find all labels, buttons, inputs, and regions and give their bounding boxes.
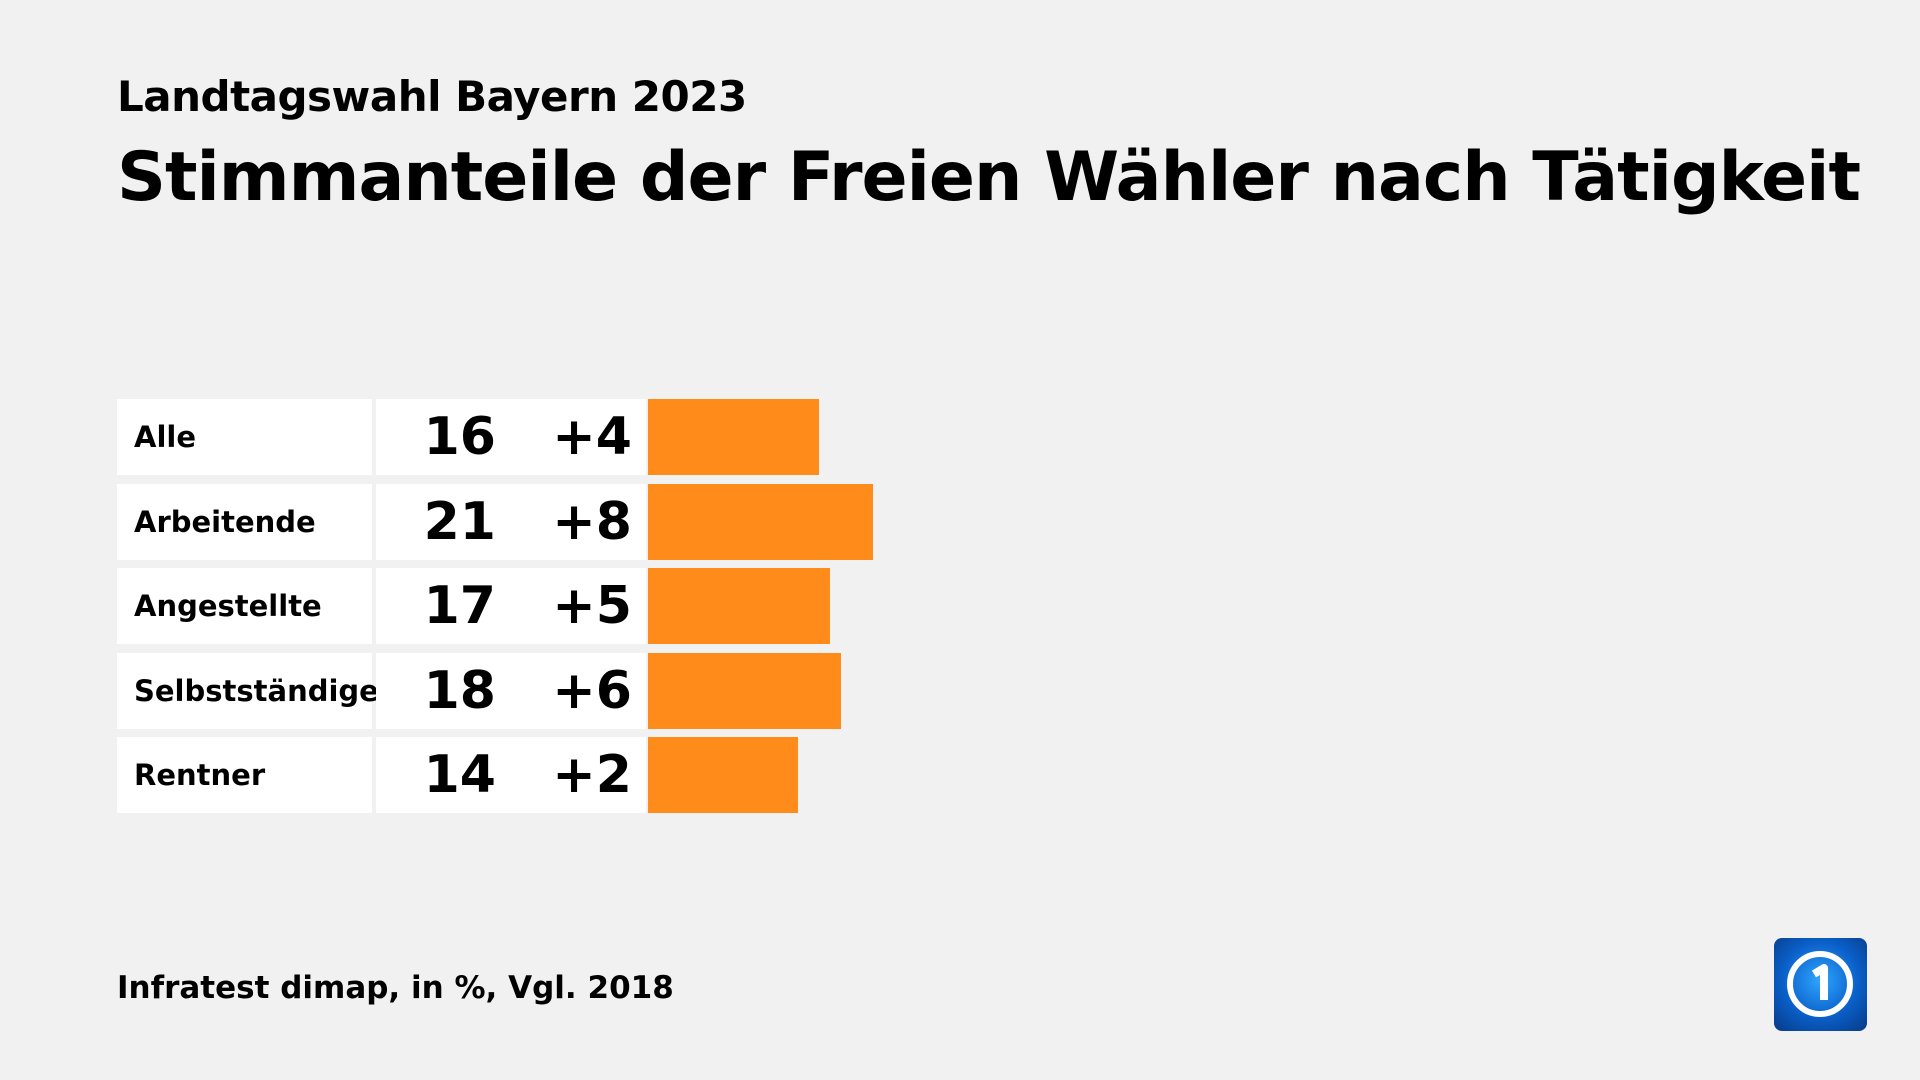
source-note: Infratest dimap, in %, Vgl. 2018 xyxy=(117,970,674,1006)
subtitle: Landtagswahl Bayern 2023 xyxy=(117,72,747,121)
value-label: 18 xyxy=(423,660,496,721)
bar-row: Selbstständige 18 +6 xyxy=(117,652,1117,729)
change-label: +8 xyxy=(552,491,632,552)
category-label: Alle xyxy=(117,399,372,475)
value-cell: 21 +8 xyxy=(376,483,646,560)
bar-row: Angestellte 17 +5 xyxy=(117,568,1117,645)
value-cell: 17 +5 xyxy=(376,568,646,645)
value-label: 21 xyxy=(423,491,496,552)
value-cell: 16 +4 xyxy=(376,399,646,475)
bar xyxy=(648,652,841,729)
bar-row: Arbeitende 21 +8 xyxy=(117,483,1117,560)
value-cell: 14 +2 xyxy=(376,737,646,814)
bar xyxy=(648,483,873,560)
bar xyxy=(648,568,830,645)
category-label: Rentner xyxy=(117,737,372,814)
ard-logo-icon xyxy=(1774,938,1867,1031)
category-label: Arbeitende xyxy=(117,483,372,560)
bar xyxy=(648,399,820,475)
change-label: +6 xyxy=(552,660,632,721)
change-label: +5 xyxy=(552,576,632,637)
bar xyxy=(648,737,798,814)
value-cell: 18 +6 xyxy=(376,652,646,729)
value-label: 16 xyxy=(423,407,496,467)
category-label: Selbstständige xyxy=(117,652,379,729)
value-label: 14 xyxy=(423,745,496,806)
category-label: Angestellte xyxy=(117,568,372,645)
change-label: +2 xyxy=(552,745,632,806)
bar-row: Rentner 14 +2 xyxy=(117,737,1117,814)
bar-row: Alle 16 +4 xyxy=(117,399,1117,475)
value-label: 17 xyxy=(423,576,496,637)
change-label: +4 xyxy=(552,407,632,467)
page-title: Stimmanteile der Freien Wähler nach Täti… xyxy=(117,138,1861,217)
